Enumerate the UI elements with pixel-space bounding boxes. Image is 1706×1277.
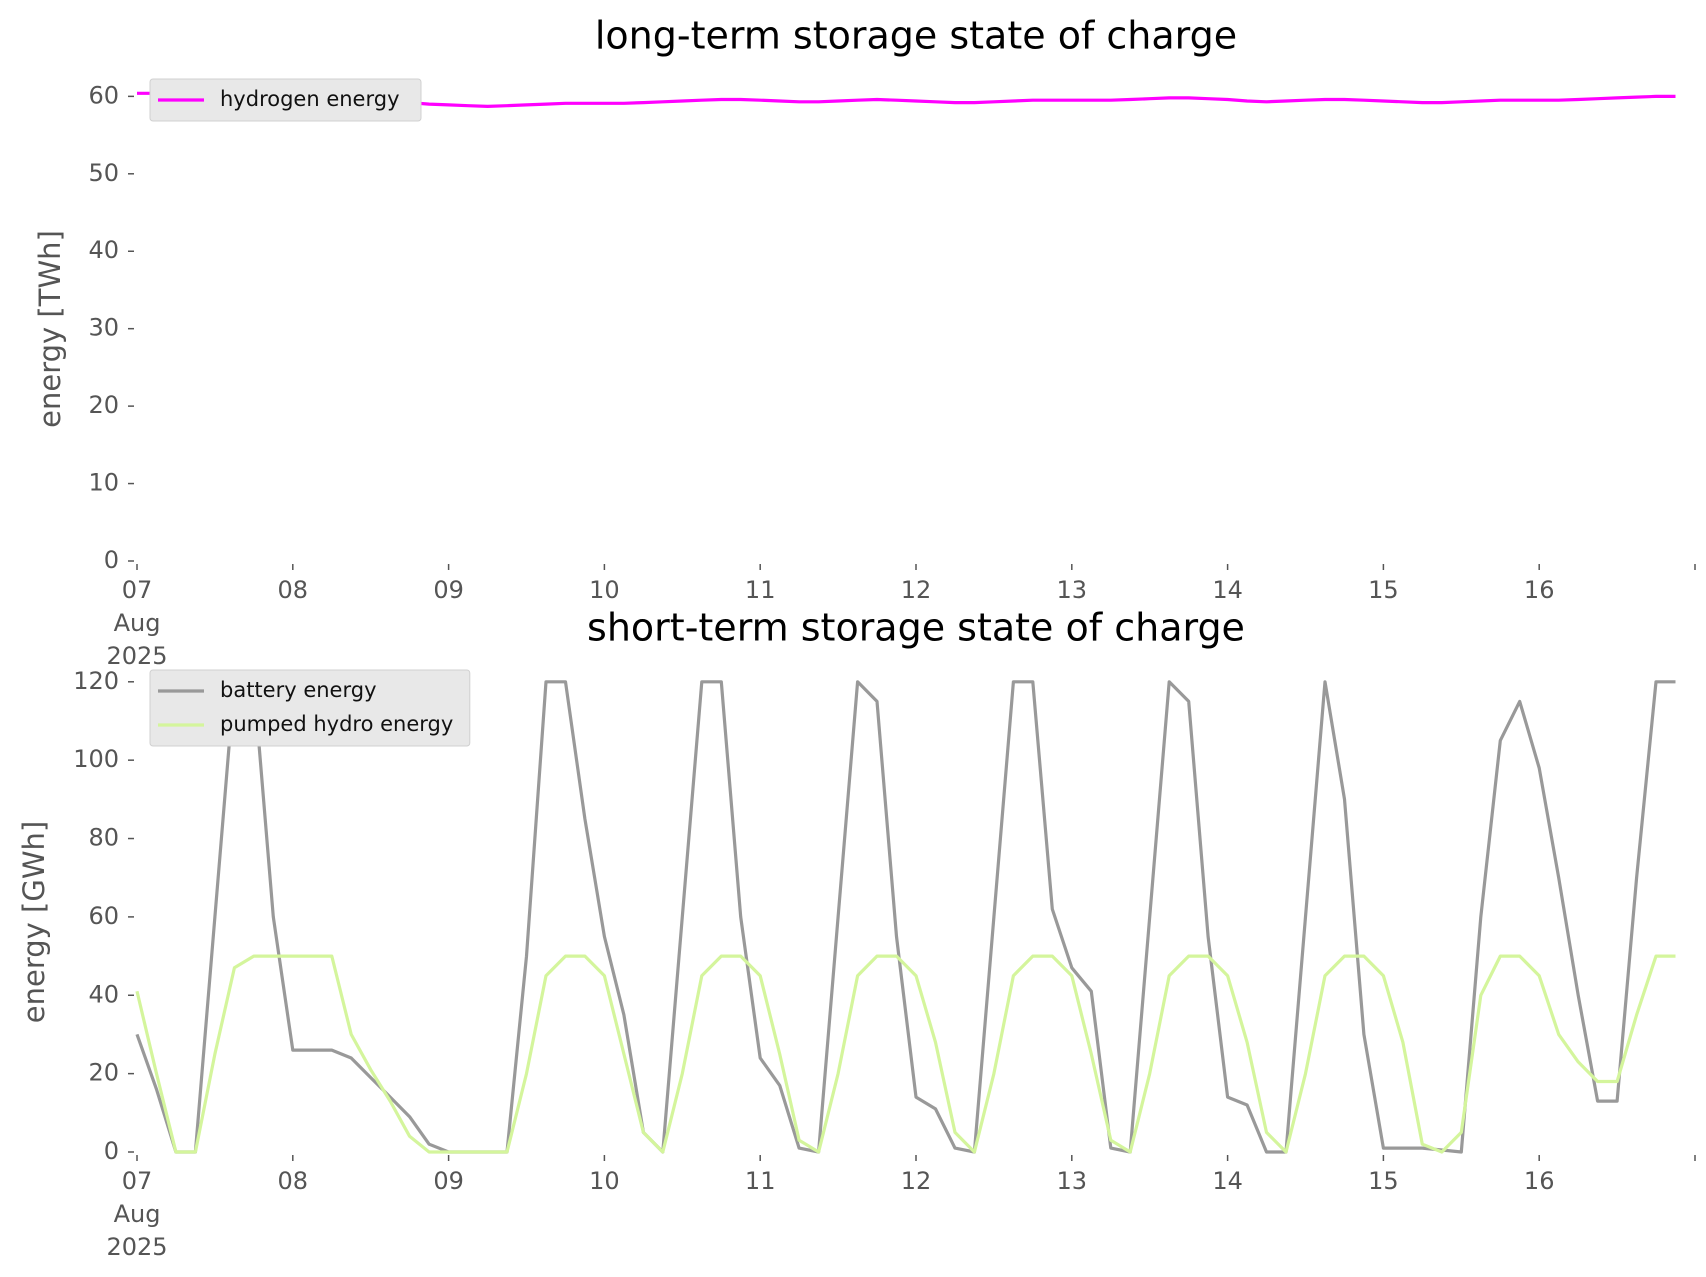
- x-tick-label: 10: [589, 576, 620, 604]
- y-tick-label: 20: [88, 391, 119, 419]
- y-tick-label: 0: [104, 546, 119, 574]
- x-tick-label: 14: [1212, 1167, 1243, 1195]
- y-axis-label: energy [TWh]: [33, 230, 67, 428]
- chart-title: long-term storage state of charge: [595, 14, 1237, 58]
- y-tick-label: 0: [104, 1137, 119, 1165]
- x-tick-label: 11: [745, 576, 776, 604]
- x-tick-label: 14: [1212, 576, 1243, 604]
- x-tick-label: 07: [122, 1167, 153, 1195]
- x-tick-label: 09: [433, 576, 464, 604]
- x-tick-label: 13: [1057, 576, 1088, 604]
- x-tick-label: 2025: [106, 1233, 167, 1261]
- y-axis-label: energy [GWh]: [17, 821, 51, 1023]
- x-tick-label: 07: [122, 576, 153, 604]
- legend-label: pumped hydro energy: [220, 712, 453, 736]
- legend-label: battery energy: [220, 678, 377, 702]
- x-tick-label: Aug: [114, 609, 161, 637]
- y-tick-label: 30: [88, 314, 119, 342]
- y-tick-label: 120: [73, 667, 119, 695]
- y-tick-label: 100: [73, 745, 119, 773]
- x-tick-label: 15: [1368, 1167, 1399, 1195]
- legend-box: [149, 669, 471, 747]
- y-tick-label: 40: [88, 980, 119, 1008]
- x-tick-label: 08: [278, 576, 309, 604]
- y-tick-label: 60: [88, 902, 119, 930]
- y-tick-label: 50: [88, 159, 119, 187]
- x-tick-label: 12: [901, 1167, 932, 1195]
- y-tick-label: 40: [88, 236, 119, 264]
- y-tick-label: 20: [88, 1059, 119, 1087]
- x-tick-label: 13: [1057, 1167, 1088, 1195]
- x-tick-label: 16: [1524, 1167, 1555, 1195]
- series-line: [135, 954, 1676, 1154]
- x-tick-label: 12: [901, 576, 932, 604]
- legend-label: hydrogen energy: [220, 87, 400, 111]
- series-line: [135, 680, 1676, 1154]
- y-tick-label: 80: [88, 824, 119, 852]
- y-tick-label: 10: [88, 469, 119, 497]
- x-tick-label: Aug: [114, 1200, 161, 1228]
- chart-title: short-term storage state of charge: [587, 606, 1245, 650]
- legend-box: [149, 78, 422, 122]
- x-tick-label: 09: [433, 1167, 464, 1195]
- x-tick-label: 16: [1524, 576, 1555, 604]
- x-tick-label: 11: [745, 1167, 776, 1195]
- y-tick-label: 60: [88, 81, 119, 109]
- x-tick-label: 10: [589, 1167, 620, 1195]
- x-tick-label: 08: [278, 1167, 309, 1195]
- x-tick-label: 15: [1368, 576, 1399, 604]
- x-tick-label: 2025: [106, 642, 167, 670]
